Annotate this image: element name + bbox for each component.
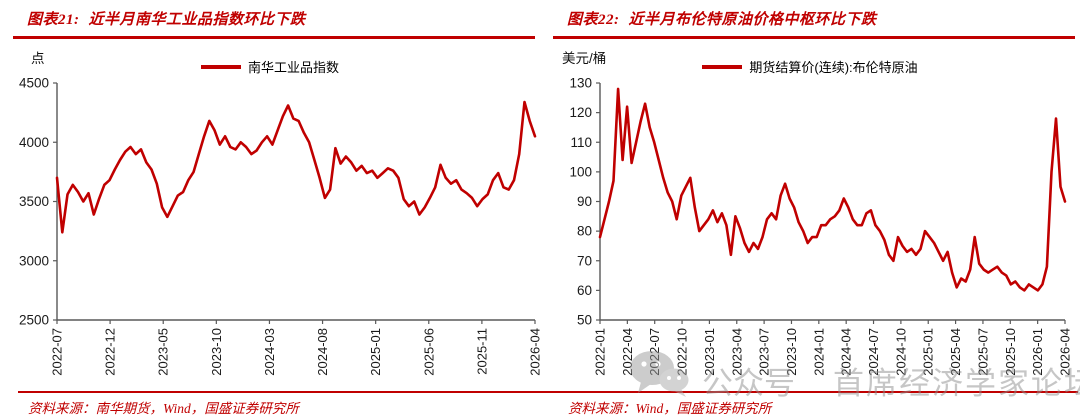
svg-text:2023-05: 2023-05 — [156, 328, 171, 376]
figure-22-line-chart: 50 60 70 80 90 100 110 120 130 2022-01 2022-04 2022… — [569, 76, 1073, 376]
svg-text:2025-06: 2025-06 — [421, 328, 436, 376]
svg-text:90: 90 — [577, 194, 592, 209]
figure-21-label: 图表21: — [27, 12, 80, 28]
figure-21-title: 图表21: 近半月南华工业品指数环比下跌 — [27, 8, 306, 29]
svg-text:2022-07: 2022-07 — [50, 328, 65, 376]
svg-text:2500: 2500 — [19, 313, 49, 328]
svg-text:2022-07: 2022-07 — [647, 328, 662, 376]
svg-text:2025-04: 2025-04 — [948, 328, 963, 376]
svg-text:2026-01: 2026-01 — [1030, 328, 1045, 376]
svg-text:4000: 4000 — [19, 135, 49, 150]
svg-text:2023-10: 2023-10 — [784, 328, 799, 376]
svg-text:70: 70 — [577, 253, 592, 268]
svg-text:2024-03: 2024-03 — [262, 328, 277, 376]
svg-text:3000: 3000 — [19, 253, 49, 268]
svg-text:4500: 4500 — [19, 76, 49, 91]
svg-text:60: 60 — [577, 283, 592, 298]
svg-text:2024-07: 2024-07 — [866, 328, 881, 376]
svg-text:2023-01: 2023-01 — [702, 328, 717, 376]
svg-text:2025-01: 2025-01 — [921, 328, 936, 376]
svg-text:2024-08: 2024-08 — [315, 328, 330, 376]
figure-22-title: 图表22: 近半月布伦特原油价格中枢环比下跌 — [567, 8, 877, 29]
svg-text:2025-11: 2025-11 — [474, 328, 489, 375]
figure-21-panel: 图表21: 近半月南华工业品指数环比下跌 点 南华工业品指数 2500 3000 35… — [0, 8, 541, 416]
svg-text:2022-12: 2022-12 — [103, 328, 118, 376]
figure-21-title-rule — [13, 36, 535, 39]
figure-22-legend: 期货结算价(连续):布伦特原油 — [540, 57, 1080, 76]
figure-22-y-unit: 美元/桶 — [562, 51, 607, 66]
svg-text:2024-04: 2024-04 — [839, 328, 854, 376]
bottom-divider-rule — [18, 391, 1078, 393]
figure-21-y-unit: 点 — [31, 51, 45, 66]
svg-text:2023-07: 2023-07 — [757, 328, 772, 376]
svg-text:80: 80 — [577, 224, 592, 239]
figure-22-source: 资料来源：Wind，国盛证券研究所 — [568, 401, 772, 416]
figure-22-label: 图表22: — [567, 12, 620, 28]
figure-22-title-text: 近半月布伦特原油价格中枢环比下跌 — [628, 12, 877, 28]
svg-text:2023-10: 2023-10 — [209, 328, 224, 376]
svg-text:2024-01: 2024-01 — [811, 328, 826, 376]
legend-label: 期货结算价(连续):布伦特原油 — [749, 60, 918, 75]
svg-text:2022-10: 2022-10 — [675, 328, 690, 376]
svg-text:2025-10: 2025-10 — [1003, 328, 1018, 376]
legend-line-swatch — [200, 64, 241, 69]
figure-21-title-text: 近半月南华工业品指数环比下跌 — [88, 12, 306, 28]
svg-text:2025-07: 2025-07 — [975, 328, 990, 376]
svg-text:130: 130 — [569, 76, 592, 91]
svg-text:50: 50 — [577, 313, 592, 328]
legend-label: 南华工业品指数 — [247, 60, 339, 75]
svg-text:2024-10: 2024-10 — [893, 328, 908, 376]
svg-text:2023-04: 2023-04 — [729, 328, 744, 376]
legend-line-swatch — [702, 64, 743, 69]
figure-21-source: 资料来源：南华期货，Wind，国盛证券研究所 — [28, 401, 299, 416]
svg-text:2022-04: 2022-04 — [620, 328, 635, 376]
figure-22-title-rule — [553, 36, 1075, 39]
svg-text:2026-04: 2026-04 — [528, 328, 541, 376]
svg-text:110: 110 — [570, 135, 592, 150]
figure-21-line-chart: 2500 3000 3500 4000 4500 2022-07 2022-12 2023-0… — [19, 76, 541, 376]
svg-text:120: 120 — [569, 105, 592, 120]
svg-text:2025-01: 2025-01 — [368, 328, 383, 376]
svg-text:2026-04: 2026-04 — [1058, 328, 1073, 376]
svg-text:2022-01: 2022-01 — [593, 328, 608, 376]
svg-text:100: 100 — [569, 164, 592, 179]
svg-text:3500: 3500 — [19, 194, 49, 209]
figure-22-panel: 图表22: 近半月布伦特原油价格中枢环比下跌 美元/桶 期货结算价(连续):布伦特… — [540, 0, 1080, 420]
figure-21-legend: 南华工业品指数 — [0, 57, 540, 76]
